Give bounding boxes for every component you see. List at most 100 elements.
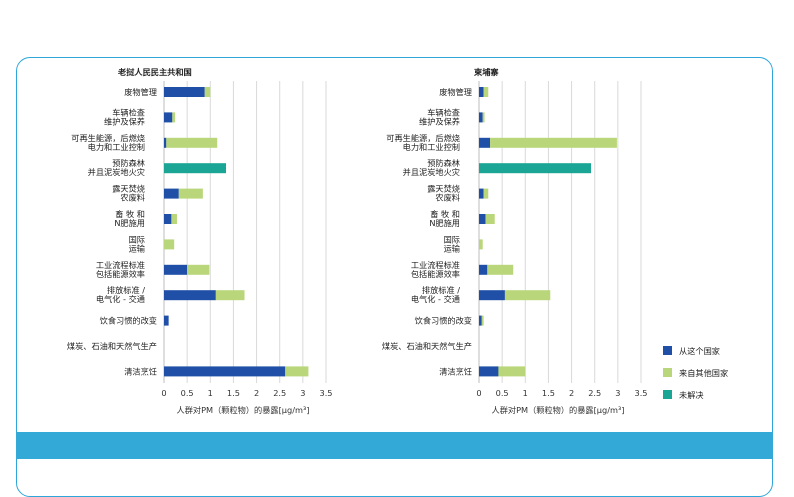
category-label-1-3-b: 并且泥炭地火灾 (403, 167, 460, 177)
category-label-1-8-b: 电气化 - 交通 (411, 294, 460, 304)
category-label-1-5-a: 畜 牧 和 (430, 209, 460, 219)
category-label-1-3-a: 预防森林 (427, 158, 460, 168)
category-label-0-10: 煤炭、石油和天然气生产 (67, 341, 157, 351)
legend-label-0: 从这个国家 (679, 346, 720, 356)
category-label-1-6-b: 运输 (444, 243, 460, 253)
bar-0-0-0 (164, 87, 205, 97)
bar-1-2-1 (490, 137, 617, 148)
category-label-1-7-a: 工业流程标准 (411, 260, 460, 270)
legend-swatch-2 (663, 390, 672, 399)
category-label-1-2-a: 可再生能源，后燃烧 (386, 133, 460, 143)
category-label-0-2-b: 电力和工业控制 (88, 142, 145, 152)
tick-label-1-2: 1 (523, 388, 528, 398)
x-axis-label-0: 人群对PM（颗粒物）的暴露[μg/m³] (177, 405, 310, 415)
tick-label-0-2: 1 (208, 388, 213, 398)
category-label-0-6-a: 国际 (129, 234, 145, 244)
category-label-0-1-a: 车辆检查 (112, 107, 145, 117)
category-label-1-10: 煤炭、石油和天然气生产 (382, 341, 472, 351)
bar-0-8-1 (215, 290, 245, 301)
tick-label-1-7: 3.5 (634, 388, 647, 398)
bar-1-4-0 (479, 188, 484, 199)
category-label-1-5-b: N肥施用 (429, 218, 460, 228)
category-label-0-6-b: 运输 (129, 243, 145, 253)
bar-0-2-0 (164, 137, 167, 148)
bar-0-4-1 (178, 188, 203, 199)
category-label-0-7-a: 工业流程标准 (96, 260, 145, 270)
category-label-1-4-a: 露天焚烧 (427, 184, 460, 194)
tick-label-0-6: 3 (300, 388, 305, 398)
tick-label-0-4: 2 (254, 388, 259, 398)
chart-title-1: 柬埔寨 (474, 67, 499, 77)
tick-label-0-7: 3.5 (319, 388, 332, 398)
bar-0-1-0 (164, 112, 173, 123)
category-label-1-4-b: 农废料 (435, 193, 460, 203)
category-label-0-5-b: N肥施用 (114, 218, 145, 228)
tick-label-0-3: 1.5 (227, 388, 240, 398)
bar-0-8-0 (164, 290, 216, 301)
category-label-0-0: 废物管理 (124, 87, 157, 97)
bar-1-9-0 (479, 315, 482, 326)
bar-1-0-1 (483, 87, 489, 97)
legend-swatch-0 (663, 346, 672, 355)
category-label-0-5-a: 畜 牧 和 (115, 209, 145, 219)
tick-label-1-3: 1.5 (542, 388, 555, 398)
charts-svg: 老挝人民民主共和国 0 0.5 1 1.5 2 2.5 3 3.5 人群对PM（颗粒物）的暴露[μ… (67, 67, 728, 415)
bar-0-7-0 (164, 264, 188, 275)
category-label-1-1-b: 维护及保养 (419, 116, 460, 126)
category-label-0-2-a: 可再生能源，后燃烧 (71, 133, 145, 143)
bar-1-8-1 (504, 290, 551, 301)
legend-swatch-1 (663, 368, 672, 377)
bar-1-11-1 (498, 366, 526, 377)
bar-1-7-0 (479, 264, 488, 275)
tick-label-0-0: 0 (161, 388, 166, 398)
bar-0-9-0 (164, 315, 169, 326)
bar-1-7-1 (487, 264, 514, 275)
bar-0-0-1 (204, 87, 211, 97)
bar-1-6-1 (479, 239, 483, 250)
category-label-1-6-a: 国际 (444, 234, 460, 244)
tick-label-0-1: 0.5 (181, 388, 194, 398)
tick-label-1-0: 0 (476, 388, 481, 398)
bar-0-7-1 (187, 264, 210, 275)
category-label-0-8-b: 电气化 - 交通 (96, 294, 145, 304)
bar-1-4-1 (483, 188, 489, 199)
category-label-0-9: 饮食习惯的改变 (100, 316, 157, 326)
category-label-0-4-b: 农废料 (120, 193, 145, 203)
chart-title-0: 老挝人民民主共和国 (117, 67, 192, 77)
bar-1-5-0 (479, 214, 486, 224)
footer-band (16, 432, 773, 459)
bar-1-8-0 (479, 290, 505, 301)
category-label-1-8-a: 排放标准 / (422, 285, 460, 295)
bar-0-11-1 (285, 366, 309, 377)
tick-label-1-6: 3 (615, 388, 620, 398)
legend-label-2: 未解决 (679, 390, 704, 400)
bar-0-1-1 (172, 112, 176, 123)
tick-label-1-1: 0.5 (496, 388, 509, 398)
category-label-1-7-b: 包括能源效率 (411, 269, 460, 279)
bar-0-3-2 (164, 163, 227, 174)
bar-0-5-1 (171, 214, 177, 224)
x-axis-label-1: 人群对PM（颗粒物）的暴露[μg/m³] (492, 405, 625, 415)
category-label-0-11: 清洁烹饪 (124, 366, 157, 376)
category-label-0-8-a: 排放标准 / (107, 285, 145, 295)
tick-label-1-5: 2.5 (588, 388, 601, 398)
category-label-1-1-a: 车辆检查 (427, 107, 460, 117)
bar-1-3-2 (479, 163, 592, 174)
category-label-0-7-b: 包括能源效率 (96, 269, 145, 279)
bar-1-0-0 (479, 87, 484, 97)
bar-0-4-0 (164, 188, 179, 199)
category-label-0-4-a: 露天焚烧 (112, 184, 145, 194)
category-label-1-9: 饮食习惯的改变 (415, 316, 472, 326)
tick-label-1-4: 2 (569, 388, 574, 398)
bar-1-5-1 (485, 214, 495, 224)
category-label-1-0: 废物管理 (439, 87, 472, 97)
bar-0-6-1 (164, 239, 175, 250)
bar-1-9-1 (481, 315, 484, 326)
category-label-1-11: 清洁烹饪 (439, 366, 472, 376)
category-label-1-2-b: 电力和工业控制 (403, 142, 460, 152)
bar-0-5-0 (164, 214, 172, 224)
category-label-0-1-b: 维护及保养 (104, 116, 145, 126)
bar-1-1-1 (482, 112, 485, 123)
legend-label-1: 来自其他国家 (679, 368, 728, 378)
category-label-0-3-b: 并且泥炭地火灾 (88, 167, 145, 177)
